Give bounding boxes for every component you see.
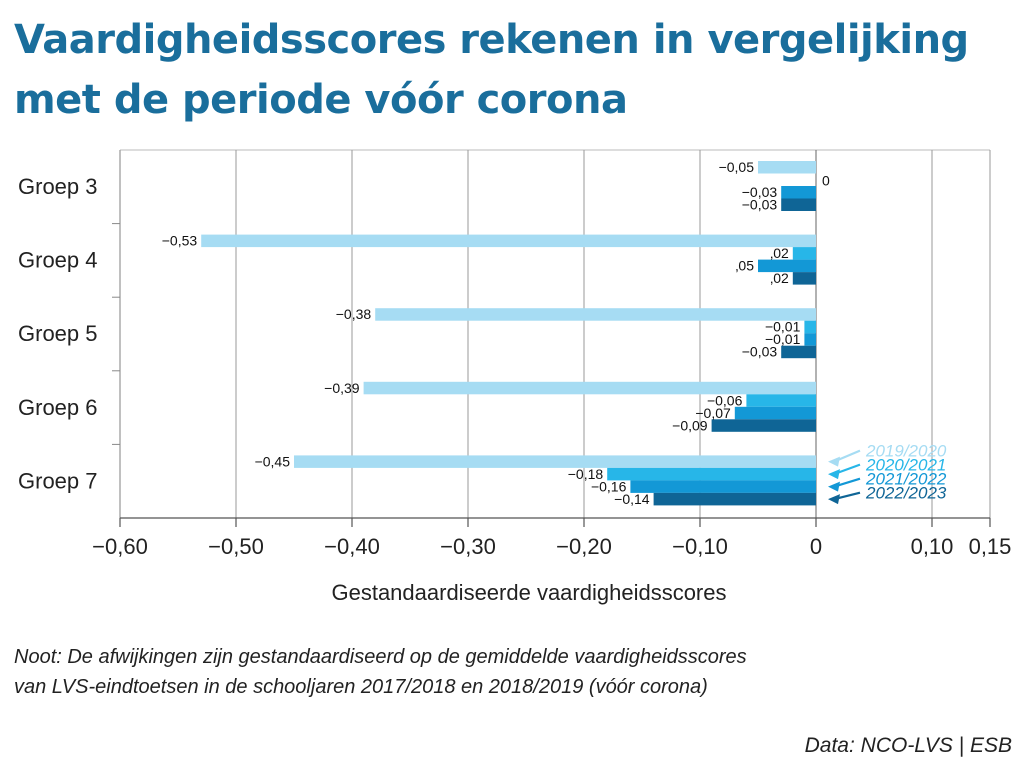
data-label: −0,09 xyxy=(672,417,708,433)
data-label: −0,39 xyxy=(324,380,360,396)
x-tick-label: −0,60 xyxy=(92,534,148,559)
x-tick-label: 0,15 xyxy=(969,534,1012,559)
bar xyxy=(781,345,816,359)
bar xyxy=(734,406,816,420)
legend-label: 2020/2021 xyxy=(865,456,946,475)
bar xyxy=(781,186,816,199)
category-label: Groep 4 xyxy=(18,248,98,273)
bar xyxy=(375,308,816,321)
bar xyxy=(294,455,816,468)
data-label: −0,06 xyxy=(707,392,743,408)
category-label: Groep 6 xyxy=(18,395,98,420)
data-label: −0,38 xyxy=(336,306,372,322)
category-labels: Groep 3 Groep 4 Groep 5 Groep 6 Groep 7 xyxy=(18,174,98,493)
bar xyxy=(781,198,816,211)
data-label: −0,18 xyxy=(568,466,604,482)
data-label: ‚05 xyxy=(735,258,754,274)
note-line-1: Noot: De afwijkingen zijn gestandaardise… xyxy=(14,646,747,668)
legend-label: 2021/2022 xyxy=(865,470,947,489)
bar xyxy=(792,247,816,260)
data-label: −0,01 xyxy=(765,319,801,335)
note-line-2: van LVS-eindtoetsen in de schooljaren 20… xyxy=(14,676,708,698)
data-label: ‚02 xyxy=(770,270,789,286)
data-label: −0,16 xyxy=(591,478,627,494)
x-axis-label: Gestandaardiseerde vaardigheidsscores xyxy=(331,580,726,605)
bar xyxy=(804,333,816,346)
data-label: −0,45 xyxy=(255,453,291,469)
data-label: −0,53 xyxy=(162,233,198,249)
bar xyxy=(607,467,816,481)
source-credit: Data: NCO-LVS | ESB xyxy=(804,734,1012,757)
bar xyxy=(792,272,816,285)
x-tick-label: −0,50 xyxy=(208,534,264,559)
category-label: Groep 7 xyxy=(18,468,98,493)
bar-chart: −0,050−0,03−0,03−0,53‚02‚05‚02−0,38−0,01… xyxy=(18,149,1012,605)
data-label: −0,07 xyxy=(695,405,731,421)
bar xyxy=(758,259,816,273)
bar xyxy=(653,492,816,506)
x-tick-label: −0,30 xyxy=(440,534,496,559)
data-label: 0 xyxy=(822,173,830,189)
bar xyxy=(758,161,816,174)
data-label: −0,14 xyxy=(614,491,650,507)
x-tick-label: 0 xyxy=(810,534,822,559)
x-tick-label: 0,10 xyxy=(911,534,954,559)
x-tick-label: −0,20 xyxy=(556,534,612,559)
bar xyxy=(363,381,816,395)
data-label: −0,03 xyxy=(742,344,778,360)
legend-label: 2019/2020 xyxy=(865,442,947,461)
bar xyxy=(630,480,816,493)
data-label: −0,05 xyxy=(719,159,755,175)
data-label: ‚02 xyxy=(770,245,789,261)
legend-arrowhead xyxy=(828,481,840,492)
bars xyxy=(201,161,816,506)
data-label: −0,03 xyxy=(742,197,778,213)
category-label: Groep 5 xyxy=(18,321,98,346)
x-tick-label: −0,10 xyxy=(672,534,728,559)
data-label: −0,03 xyxy=(742,184,778,200)
legend-arrowhead xyxy=(828,469,840,480)
legend-arrowhead xyxy=(828,494,840,505)
note: Noot: De afwijkingen zijn gestandaardise… xyxy=(14,642,1014,702)
x-tick-label: −0,40 xyxy=(324,534,380,559)
bar xyxy=(804,320,816,334)
category-label: Groep 3 xyxy=(18,174,98,199)
bar xyxy=(746,394,816,407)
data-label: −0,01 xyxy=(765,331,801,347)
legend-label: 2022/2023 xyxy=(865,484,947,503)
chart-title: Vaardigheidsscores rekenen in vergelijki… xyxy=(14,17,969,123)
bar xyxy=(711,419,816,432)
x-axis: −0,60 −0,50 −0,40 −0,30 −0,20 −0,10 0 0,10 0,15 xyxy=(92,223,1012,559)
legend-arrowhead xyxy=(828,456,840,467)
data-labels: −0,050−0,03−0,03−0,53‚02‚05‚02−0,38−0,01… xyxy=(162,159,830,507)
bar xyxy=(201,234,816,248)
